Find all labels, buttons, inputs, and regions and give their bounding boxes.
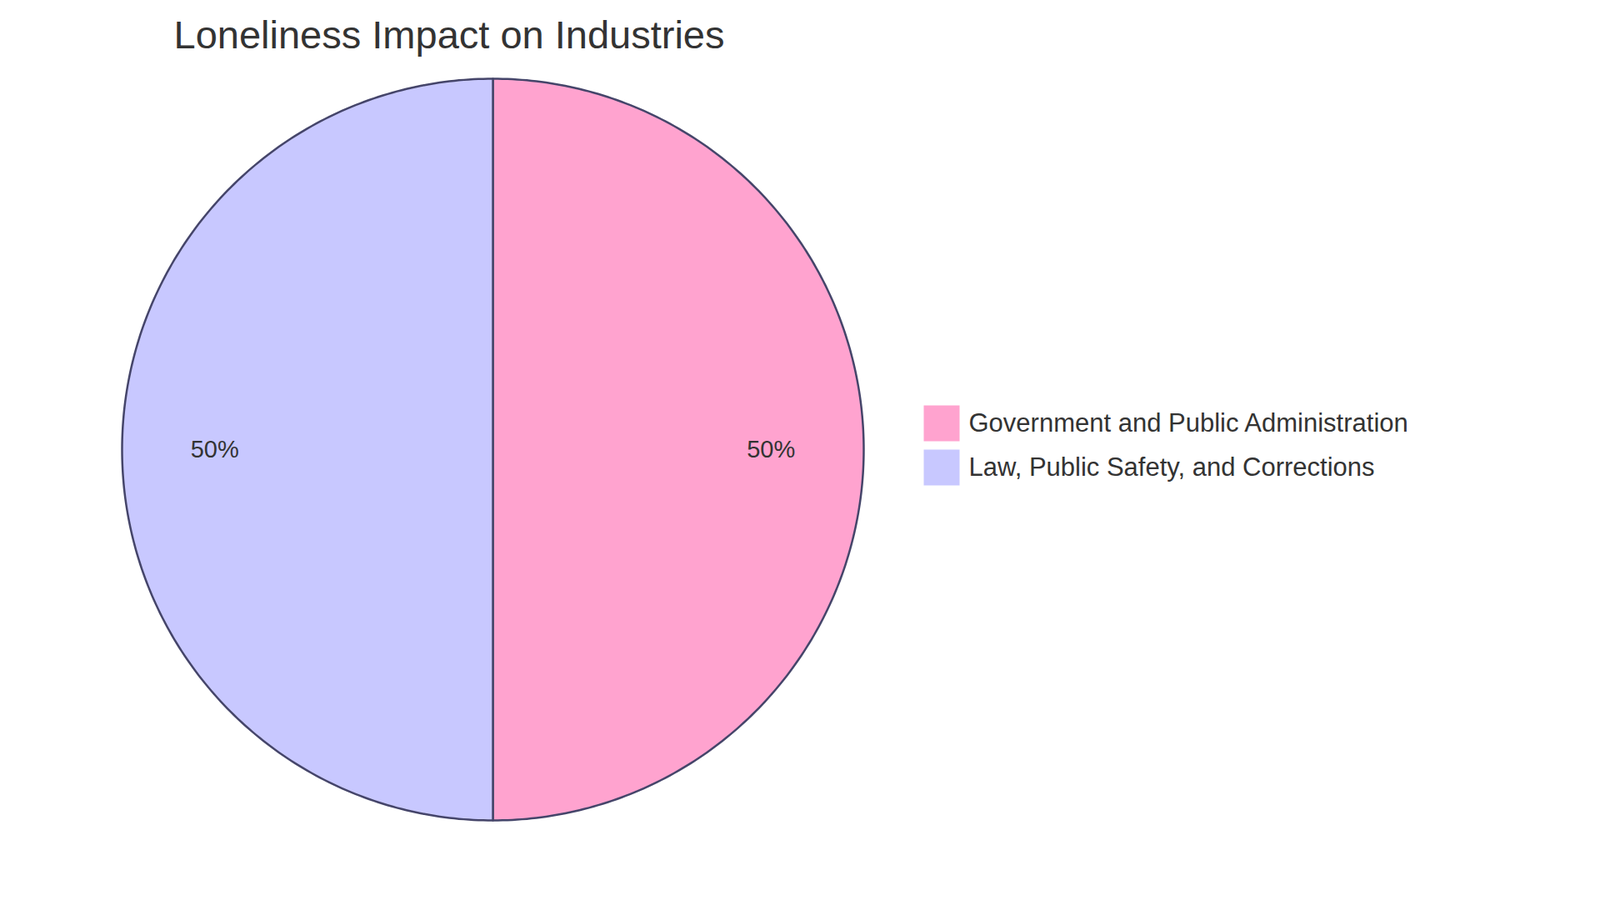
- svg-text:Loneliness Impact on Industrie: Loneliness Impact on Industries: [174, 12, 725, 57]
- svg-text:50%: 50%: [190, 435, 240, 463]
- svg-text:50%: 50%: [746, 435, 795, 463]
- svg-text:Government and Public Administ: Government and Public Administration: [969, 408, 1409, 438]
- svg-text:Law, Public Safety, and Correc: Law, Public Safety, and Corrections: [969, 452, 1375, 482]
